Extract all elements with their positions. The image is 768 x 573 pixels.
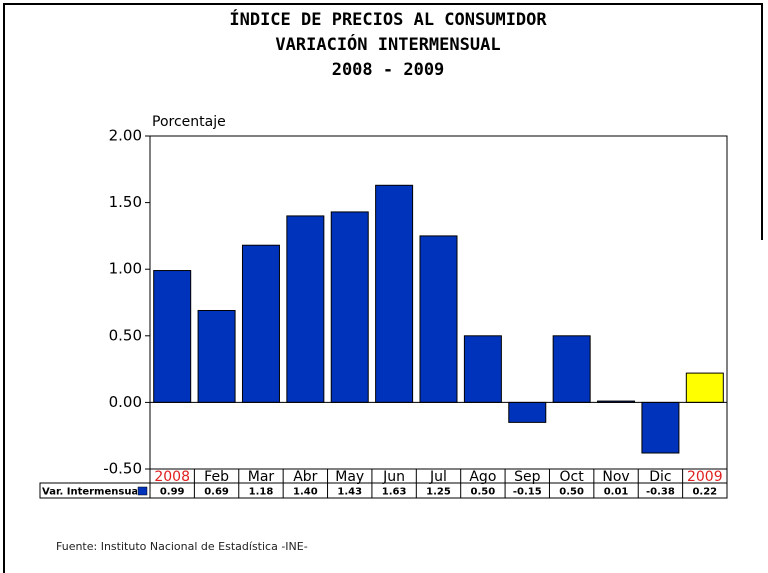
data-label: 1.43 [337, 487, 362, 498]
x-tick-label: May [335, 469, 364, 485]
bar [241, 244, 280, 403]
x-tick-label: Dic [649, 469, 671, 485]
x-tick-label: Feb [204, 469, 229, 485]
y-axis-label: Porcentaje [152, 114, 226, 130]
data-label: 0.50 [559, 487, 584, 498]
chart-title: ÍNDICE DE PRECIOS AL CONSUMIDOR [229, 8, 547, 30]
bar [286, 215, 325, 403]
legend-label: Var. Intermensual [42, 487, 142, 498]
x-tick-label: Abr [293, 469, 317, 485]
y-tick-label: 2.00 [109, 127, 142, 145]
x-tick-label: Nov [602, 469, 629, 485]
data-label: -0.38 [646, 487, 675, 498]
data-label: 1.40 [293, 487, 318, 498]
data-label: 1.18 [249, 487, 274, 498]
y-tick-label: 1.50 [109, 193, 142, 211]
y-tick-label: 1.00 [109, 260, 142, 278]
data-label: -0.15 [513, 487, 542, 498]
data-label: 1.63 [382, 487, 407, 498]
x-tick-label: Jun [382, 469, 405, 485]
data-label: 0.69 [204, 487, 229, 498]
source: Fuente: Instituto Nacional de Estadístic… [56, 540, 308, 553]
bar [419, 235, 458, 403]
bar [153, 270, 192, 403]
bar [330, 211, 369, 403]
x-tick-label: 2009 [687, 469, 723, 485]
y-tick-label: 0.50 [109, 326, 142, 344]
data-label: 0.01 [604, 487, 629, 498]
data-label: 0.50 [471, 487, 496, 498]
y-tick-label: -0.50 [103, 460, 142, 478]
x-tick-label: 2008 [154, 469, 190, 485]
bar [375, 184, 414, 403]
data-label: 0.99 [160, 487, 185, 498]
y-tick-label: 0.00 [109, 393, 142, 411]
x-tick-label: Oct [560, 469, 585, 485]
chart-title: 2008 - 2009 [332, 60, 445, 80]
data-label: 1.25 [426, 487, 451, 498]
data-label: 0.22 [692, 487, 717, 498]
bar [641, 401, 680, 454]
chart-title: VARIACIÓN INTERMENSUAL [275, 33, 500, 55]
frame [3, 3, 763, 573]
bar [463, 335, 502, 403]
bar [508, 401, 547, 423]
table-row [39, 482, 728, 499]
x-tick-label: Jul [429, 469, 447, 485]
x-tick-label: Ago [469, 469, 496, 485]
bar [685, 372, 724, 403]
bar [197, 309, 236, 403]
x-tick-label: Mar [248, 469, 275, 485]
legend-swatch [137, 486, 148, 496]
x-tick-label: Sep [514, 469, 541, 485]
bar [552, 335, 591, 403]
